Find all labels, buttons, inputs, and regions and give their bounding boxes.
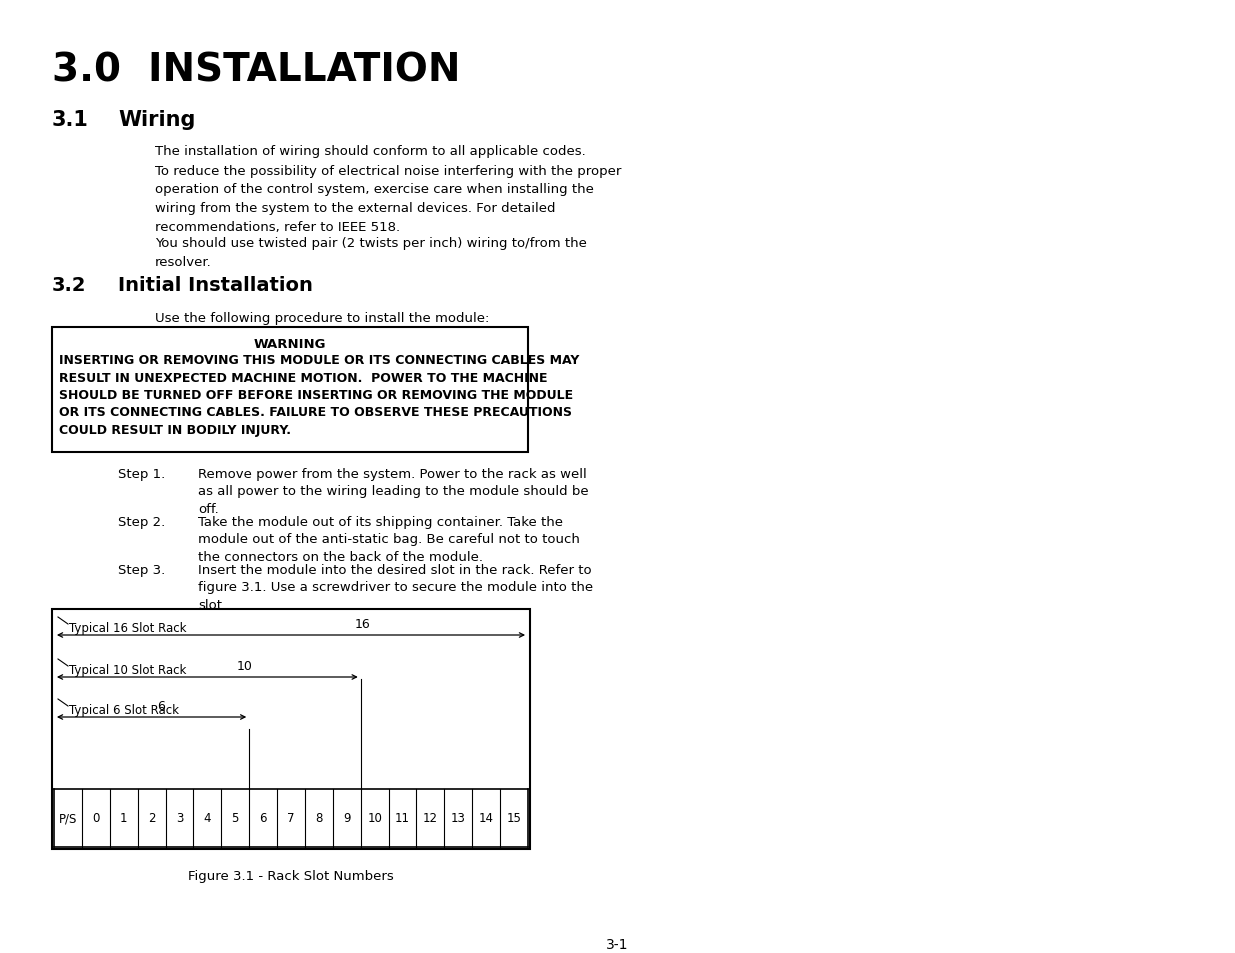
Text: 5: 5	[231, 812, 238, 824]
Text: 2: 2	[148, 812, 156, 824]
Text: Take the module out of its shipping container. Take the
module out of the anti-s: Take the module out of its shipping cont…	[198, 516, 580, 563]
Text: 9: 9	[343, 812, 351, 824]
Text: 13: 13	[451, 812, 466, 824]
Text: Step 1.: Step 1.	[119, 468, 165, 480]
Text: To reduce the possibility of electrical noise interfering with the proper
operat: To reduce the possibility of electrical …	[156, 165, 621, 233]
Text: You should use twisted pair (2 twists per inch) wiring to/from the
resolver.: You should use twisted pair (2 twists pe…	[156, 236, 587, 268]
Text: 8: 8	[315, 812, 322, 824]
Text: P/S: P/S	[59, 812, 77, 824]
Text: 10: 10	[236, 659, 252, 672]
Text: 0: 0	[93, 812, 100, 824]
Text: WARNING: WARNING	[253, 337, 326, 351]
Text: Step 2.: Step 2.	[119, 516, 165, 529]
Text: 12: 12	[422, 812, 438, 824]
Text: 16: 16	[354, 618, 370, 630]
Text: Remove power from the system. Power to the rack as well
as all power to the wiri: Remove power from the system. Power to t…	[198, 468, 589, 516]
Text: 4: 4	[204, 812, 211, 824]
Text: Insert the module into the desired slot in the rack. Refer to
figure 3.1. Use a : Insert the module into the desired slot …	[198, 563, 593, 612]
Bar	[52, 609, 530, 849]
Text: Typical 10 Slot Rack: Typical 10 Slot Rack	[69, 663, 186, 677]
Text: Wiring: Wiring	[119, 110, 195, 130]
Text: 10: 10	[367, 812, 382, 824]
Text: Step 3.: Step 3.	[119, 563, 165, 577]
Text: 11: 11	[395, 812, 410, 824]
Text: 6: 6	[259, 812, 267, 824]
Text: Typical 6 Slot Rack: Typical 6 Slot Rack	[69, 703, 179, 717]
Text: 3: 3	[175, 812, 183, 824]
Text: 1: 1	[120, 812, 127, 824]
Text: 3.2: 3.2	[52, 275, 86, 294]
Text: 3-1: 3-1	[605, 937, 629, 951]
Text: Figure 3.1 - Rack Slot Numbers: Figure 3.1 - Rack Slot Numbers	[188, 869, 394, 882]
Bar	[52, 328, 529, 453]
Text: Initial Installation: Initial Installation	[119, 275, 312, 294]
Text: 3.0  INSTALLATION: 3.0 INSTALLATION	[52, 52, 461, 90]
Text: 6: 6	[157, 700, 165, 712]
Text: Typical 16 Slot Rack: Typical 16 Slot Rack	[69, 621, 186, 635]
Text: 3.1: 3.1	[52, 110, 89, 130]
Text: INSERTING OR REMOVING THIS MODULE OR ITS CONNECTING CABLES MAY
RESULT IN UNEXPEC: INSERTING OR REMOVING THIS MODULE OR ITS…	[59, 354, 579, 436]
Text: Use the following procedure to install the module:: Use the following procedure to install t…	[156, 312, 489, 325]
Text: 7: 7	[288, 812, 295, 824]
Text: 14: 14	[479, 812, 494, 824]
Text: 15: 15	[506, 812, 521, 824]
Text: The installation of wiring should conform to all applicable codes.: The installation of wiring should confor…	[156, 145, 585, 158]
